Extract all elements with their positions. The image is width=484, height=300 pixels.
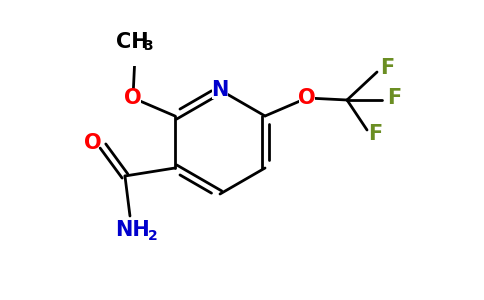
Text: F: F: [387, 88, 401, 108]
Bar: [299, 89, 315, 107]
Bar: [212, 81, 228, 99]
Text: NH: NH: [116, 220, 151, 240]
Text: 3: 3: [143, 39, 153, 53]
Text: F: F: [368, 124, 382, 144]
Text: N: N: [212, 80, 228, 100]
Text: O: O: [298, 88, 316, 108]
Bar: [117, 46, 153, 66]
Text: 2: 2: [148, 229, 158, 243]
Bar: [125, 89, 141, 107]
Text: O: O: [84, 133, 102, 153]
Text: F: F: [380, 58, 394, 78]
Text: O: O: [124, 88, 142, 108]
Text: CH: CH: [116, 32, 148, 52]
